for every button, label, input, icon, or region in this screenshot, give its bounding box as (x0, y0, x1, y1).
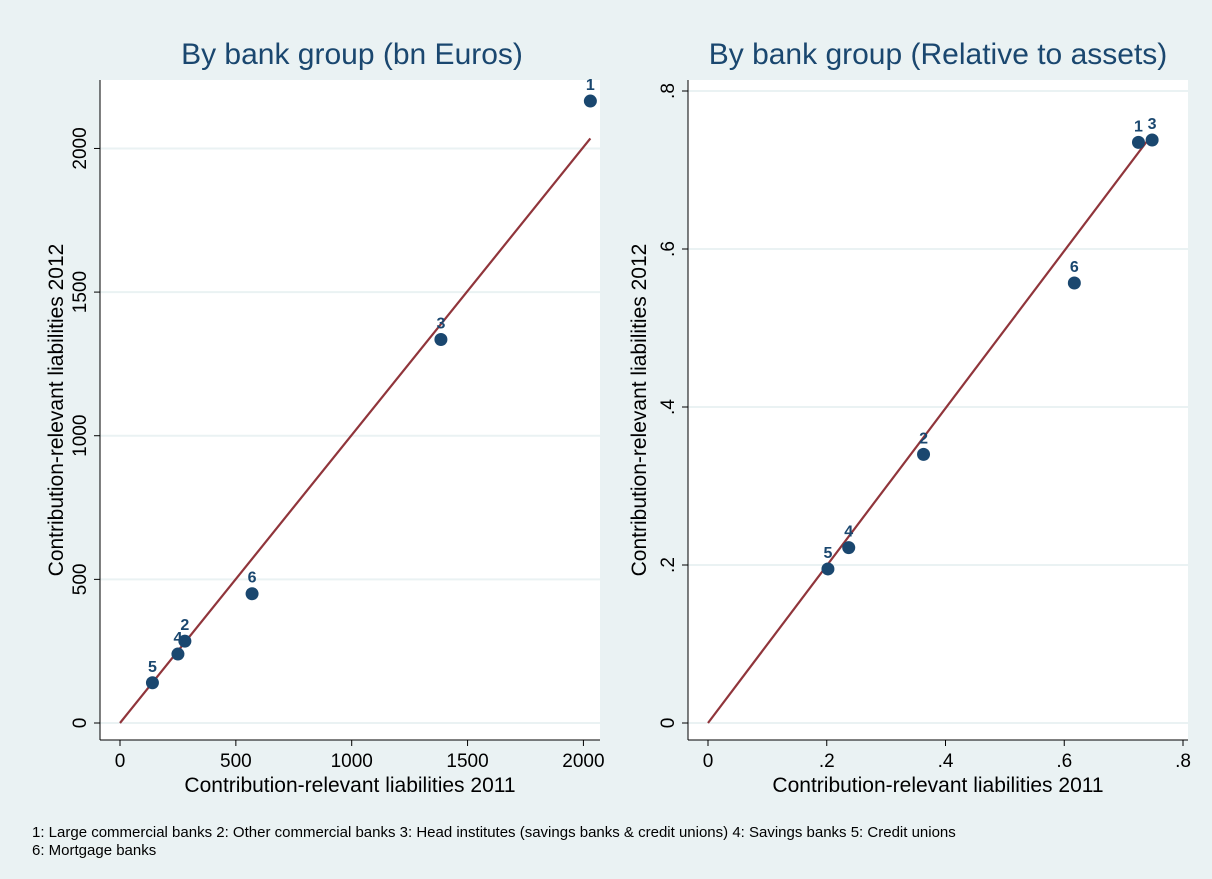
x-axis-label: Contribution-relevant liabilities 2011 (772, 774, 1103, 797)
point-label-3: 3 (436, 315, 445, 332)
chart-title: By bank group (bn Euros) (181, 38, 523, 71)
data-point-5 (145, 676, 159, 690)
point-label-3: 3 (1148, 116, 1157, 133)
x-tick-label: 0 (115, 751, 126, 772)
fit-line (707, 133, 1154, 724)
x-tick-label: .2 (819, 751, 835, 772)
y-tick-label: .2 (658, 557, 679, 573)
x-tick-label: 2000 (562, 751, 604, 772)
footnote-line-1: 1: Large commercial banks 2: Other comme… (32, 824, 956, 841)
x-tick-label: .8 (1175, 751, 1191, 772)
plot-area (100, 80, 600, 740)
plot-area (688, 80, 1188, 740)
chart-panel-1: 0 500 1000 1500 2000 0 500 1000 1500 2000 1 2 3 45 6 By… (45, 38, 605, 797)
y-axis-label: Contribution-relevant liabilities 2012 (45, 244, 68, 577)
y-tick-label: 0 (658, 718, 679, 729)
y-tick-label: 0 (70, 718, 91, 729)
chart-panel-2: 0 .2 .4 .6 .8 0 .2 .4 .6 .8 1 2 3 45 6 By bank group (R… (628, 38, 1191, 797)
point-label-6: 6 (248, 570, 257, 587)
data-point-4 (842, 541, 856, 555)
x-tick-label: 500 (220, 751, 252, 772)
data-point-2 (178, 634, 192, 648)
data-point-1 (583, 94, 597, 108)
point-label-5: 5 (823, 545, 832, 562)
point-label-1: 1 (586, 77, 595, 94)
point-label-2: 2 (180, 617, 189, 634)
x-axis-label: Contribution-relevant liabilities 2011 (184, 774, 515, 797)
data-point-2 (917, 447, 931, 461)
y-tick-label: 1000 (70, 415, 91, 457)
data-point-6 (1067, 276, 1081, 290)
x-tick-label: 1000 (331, 751, 373, 772)
data-point-6 (245, 587, 259, 601)
data-point-1 (1131, 135, 1145, 149)
y-tick-label: 500 (70, 564, 91, 596)
point-label-4: 4 (844, 524, 853, 541)
data-point-4 (171, 647, 185, 661)
data-point-3 (1145, 133, 1159, 147)
footnote-line-2: 6: Mortgage banks (32, 842, 157, 859)
point-label-4: 4 (173, 630, 182, 647)
x-tick-label: 1500 (446, 751, 488, 772)
y-axis-label: Contribution-relevant liabilities 2012 (628, 244, 651, 577)
point-label-5: 5 (148, 659, 157, 676)
y-tick-label: 2000 (70, 127, 91, 169)
chart-title: By bank group (Relative to assets) (709, 38, 1168, 71)
y-tick-label: .8 (658, 83, 679, 99)
data-point-3 (434, 332, 448, 346)
x-tick-label: .4 (938, 751, 954, 772)
point-label-2: 2 (919, 430, 928, 447)
fit-line (119, 137, 592, 724)
data-point-5 (821, 562, 835, 576)
point-label-6: 6 (1070, 259, 1079, 276)
x-tick-label: .6 (1056, 751, 1072, 772)
point-label-1: 1 (1134, 118, 1143, 135)
y-tick-label: 1500 (70, 271, 91, 313)
x-tick-label: 0 (703, 751, 714, 772)
y-tick-label: .4 (658, 399, 679, 415)
y-tick-label: .6 (658, 241, 679, 257)
